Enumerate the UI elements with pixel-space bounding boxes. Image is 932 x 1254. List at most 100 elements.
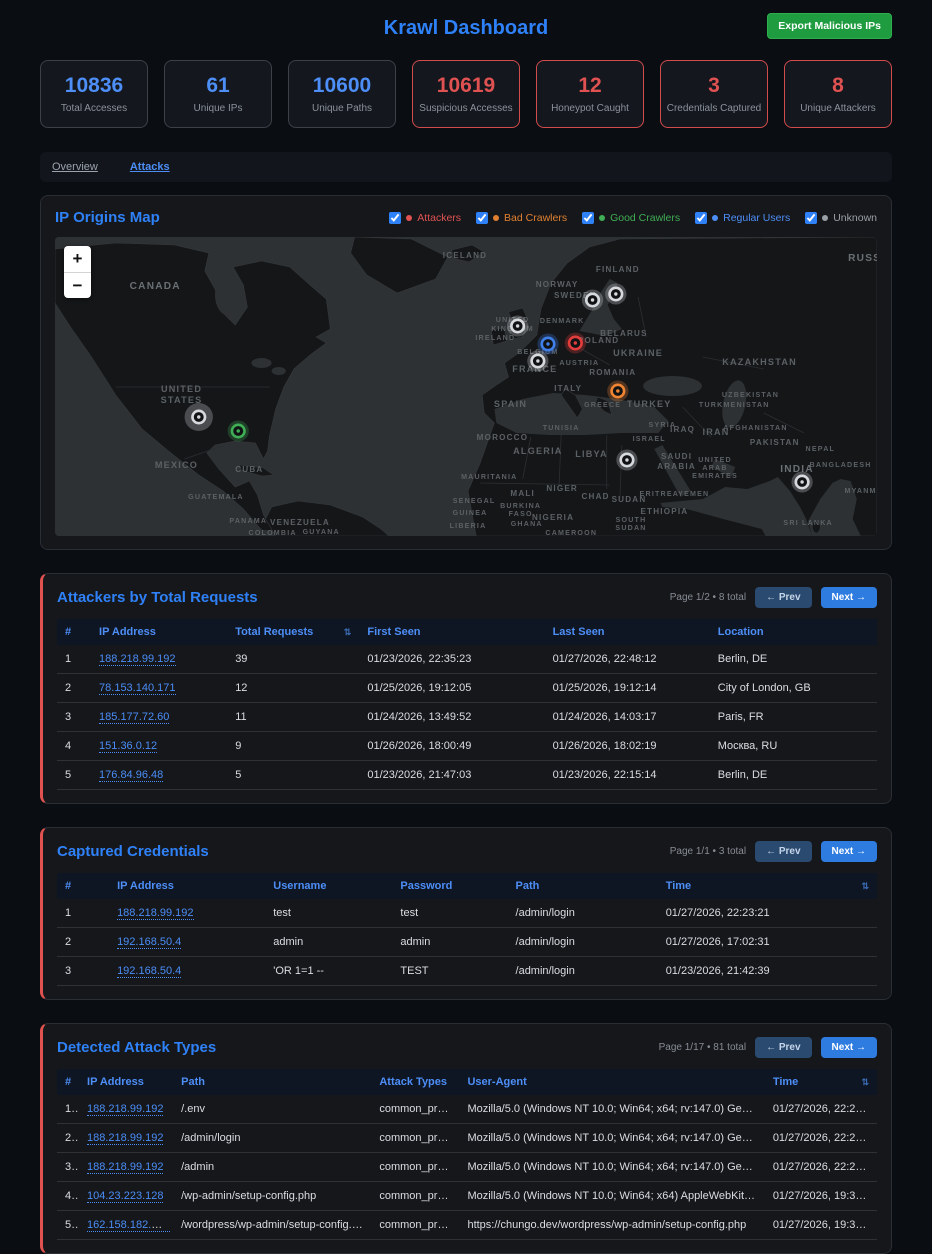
- map-borders: [115, 296, 805, 500]
- pagination: Page 1/2 • 8 total ← Prev Next →: [670, 587, 877, 608]
- tab-overview[interactable]: Overview: [52, 161, 98, 173]
- ip-address-link[interactable]: 151.36.0.12: [99, 740, 158, 753]
- next-page-button[interactable]: Next →: [820, 841, 877, 862]
- page-info: Page 1/1 • 3 total: [669, 846, 747, 857]
- map-label: POLAND: [578, 336, 619, 345]
- sort-icon[interactable]: ⇅: [861, 1077, 869, 1087]
- column-header[interactable]: Username: [265, 873, 393, 899]
- column-header[interactable]: Password: [392, 873, 508, 899]
- table-card-2: Detected Attack Types Page 1/17 • 81 tota…: [40, 1023, 892, 1254]
- map-label: GUINEA: [453, 510, 488, 517]
- stat-label: Honeypot Caught: [551, 102, 629, 114]
- map-marker-good[interactable]: [227, 420, 249, 442]
- ip-address-link[interactable]: 188.218.99.192: [99, 653, 176, 666]
- column-header[interactable]: Attack Types: [371, 1069, 460, 1095]
- stat-value: 3: [708, 73, 720, 97]
- column-header[interactable]: IP Address: [79, 1069, 174, 1095]
- zoom-out-button[interactable]: −: [64, 272, 91, 298]
- tab-attacks[interactable]: Attacks: [129, 161, 170, 173]
- map-marker-unknown[interactable]: [616, 449, 638, 471]
- column-header[interactable]: User-Agent: [459, 1069, 765, 1095]
- map-marker-attacker[interactable]: [564, 332, 586, 354]
- ip-address-link[interactable]: 188.218.99.192: [87, 1161, 164, 1174]
- map-label: IRAQ: [670, 425, 695, 434]
- ip-address-link[interactable]: 176.84.96.48: [99, 769, 164, 782]
- ip-address-link[interactable]: 185.177.72.60: [99, 711, 170, 724]
- map-marker-unknown[interactable]: [581, 289, 604, 311]
- map-label: SOUTH: [616, 517, 647, 524]
- next-page-button[interactable]: Next →: [820, 1037, 877, 1058]
- prev-page-button[interactable]: ← Prev: [755, 587, 812, 608]
- column-header[interactable]: Path: [507, 873, 658, 899]
- map-label: GUYANA: [303, 529, 340, 536]
- ip-address-link[interactable]: 188.218.99.192: [87, 1132, 164, 1145]
- map-marker-unknown[interactable]: [791, 471, 813, 493]
- export-malicious-ips-button[interactable]: Export Malicious IPs: [767, 13, 892, 39]
- ip-address-link[interactable]: 192.168.50.4: [117, 936, 182, 949]
- column-header[interactable]: Time ⇅: [657, 873, 877, 899]
- column-header[interactable]: IP Address: [91, 619, 228, 645]
- stat-value: 10836: [64, 73, 124, 97]
- map-label: YEMEN: [678, 491, 709, 498]
- column-header[interactable]: #: [57, 873, 110, 899]
- legend-dot-icon: [406, 214, 413, 221]
- map-zoom-control: + −: [64, 246, 91, 298]
- world-map[interactable]: CANADA UNITED STATES MEXICO CUBA GUATEMALA PAN…: [55, 237, 877, 536]
- map-label: ETHIOPIA: [640, 507, 688, 516]
- legend-checkbox[interactable]: [389, 211, 402, 224]
- page-info: Page 1/2 • 8 total: [669, 592, 747, 603]
- prev-page-button[interactable]: ← Prev: [755, 1037, 812, 1058]
- column-header[interactable]: #: [57, 1069, 80, 1095]
- legend-checkbox[interactable]: [582, 211, 595, 224]
- ip-address-link[interactable]: 104.23.223.128: [87, 1190, 164, 1203]
- stat-label: Unique Attackers: [800, 102, 876, 114]
- column-header[interactable]: First Seen: [359, 619, 545, 645]
- map-label: ICELAND: [443, 251, 487, 260]
- zoom-in-button[interactable]: +: [72, 249, 83, 268]
- tables-section: Attackers by Total Requests Page 1/2 • 8 …: [40, 573, 892, 1254]
- column-header[interactable]: Last Seen: [544, 619, 710, 645]
- column-header[interactable]: #: [57, 619, 92, 645]
- prev-page-button[interactable]: ← Prev: [755, 841, 812, 862]
- ip-address-link[interactable]: 188.218.99.192: [87, 1103, 164, 1116]
- map-iceland: [451, 244, 485, 263]
- map-marker-unknown[interactable]: [506, 315, 529, 337]
- legend-item-attackers[interactable]: Attackers: [389, 211, 461, 224]
- table-card-0: Attackers by Total Requests Page 1/2 • 8 …: [40, 573, 892, 804]
- column-header[interactable]: IP Address: [109, 873, 266, 899]
- sort-icon[interactable]: ⇅: [343, 627, 352, 637]
- next-page-button[interactable]: Next →: [820, 587, 877, 608]
- column-header[interactable]: Location: [709, 619, 877, 645]
- map-label: TURKEY: [627, 399, 672, 409]
- map-label: DENMARK: [540, 318, 585, 325]
- legend-item-bad-crawlers[interactable]: Bad Crawlers: [476, 211, 567, 224]
- legend-item-regular-users[interactable]: Regular Users: [695, 211, 790, 224]
- legend-item-unknown[interactable]: Unknown: [805, 211, 877, 224]
- map-label: MEXICO: [155, 460, 198, 470]
- column-header[interactable]: Path: [173, 1069, 372, 1095]
- map-marker-unknown[interactable]: [527, 350, 549, 372]
- legend-checkbox[interactable]: [695, 211, 708, 224]
- column-header[interactable]: Total Requests ⇅: [227, 619, 360, 645]
- legend-checkbox[interactable]: [476, 211, 489, 224]
- ip-address-link[interactable]: 78.153.140.171: [99, 682, 176, 695]
- sort-icon[interactable]: ⇅: [861, 881, 869, 891]
- ip-address-link[interactable]: 162.158.182.104: [87, 1219, 170, 1232]
- map-marker-regular[interactable]: [537, 333, 559, 355]
- map-label: CANADA: [130, 281, 181, 292]
- legend-item-good-crawlers[interactable]: Good Crawlers: [582, 211, 680, 224]
- table-row: 2 188.218.99.192/admin/login common_probes…: [57, 1123, 877, 1153]
- map-marker-bad[interactable]: [607, 380, 629, 402]
- map-marker-unknown[interactable]: [184, 403, 213, 431]
- map-label: MYANMAR: [844, 488, 877, 495]
- column-header[interactable]: Time ⇅: [764, 1069, 877, 1095]
- stats-row: 10836 Total Accesses 61 Unique IPs 10600 Uniq…: [40, 60, 892, 128]
- header: Krawl Dashboard Export Malicious IPs: [40, 8, 892, 48]
- map-marker-unknown[interactable]: [605, 283, 627, 305]
- legend-checkbox[interactable]: [805, 211, 818, 224]
- ip-address-link[interactable]: 188.218.99.192: [117, 907, 194, 920]
- map-label: PANAMA: [229, 518, 267, 525]
- table-row: 1 188.218.99.192 39 01/23/2026, 22:35:23 01/…: [57, 645, 877, 674]
- ip-address-link[interactable]: 192.168.50.4: [117, 965, 182, 978]
